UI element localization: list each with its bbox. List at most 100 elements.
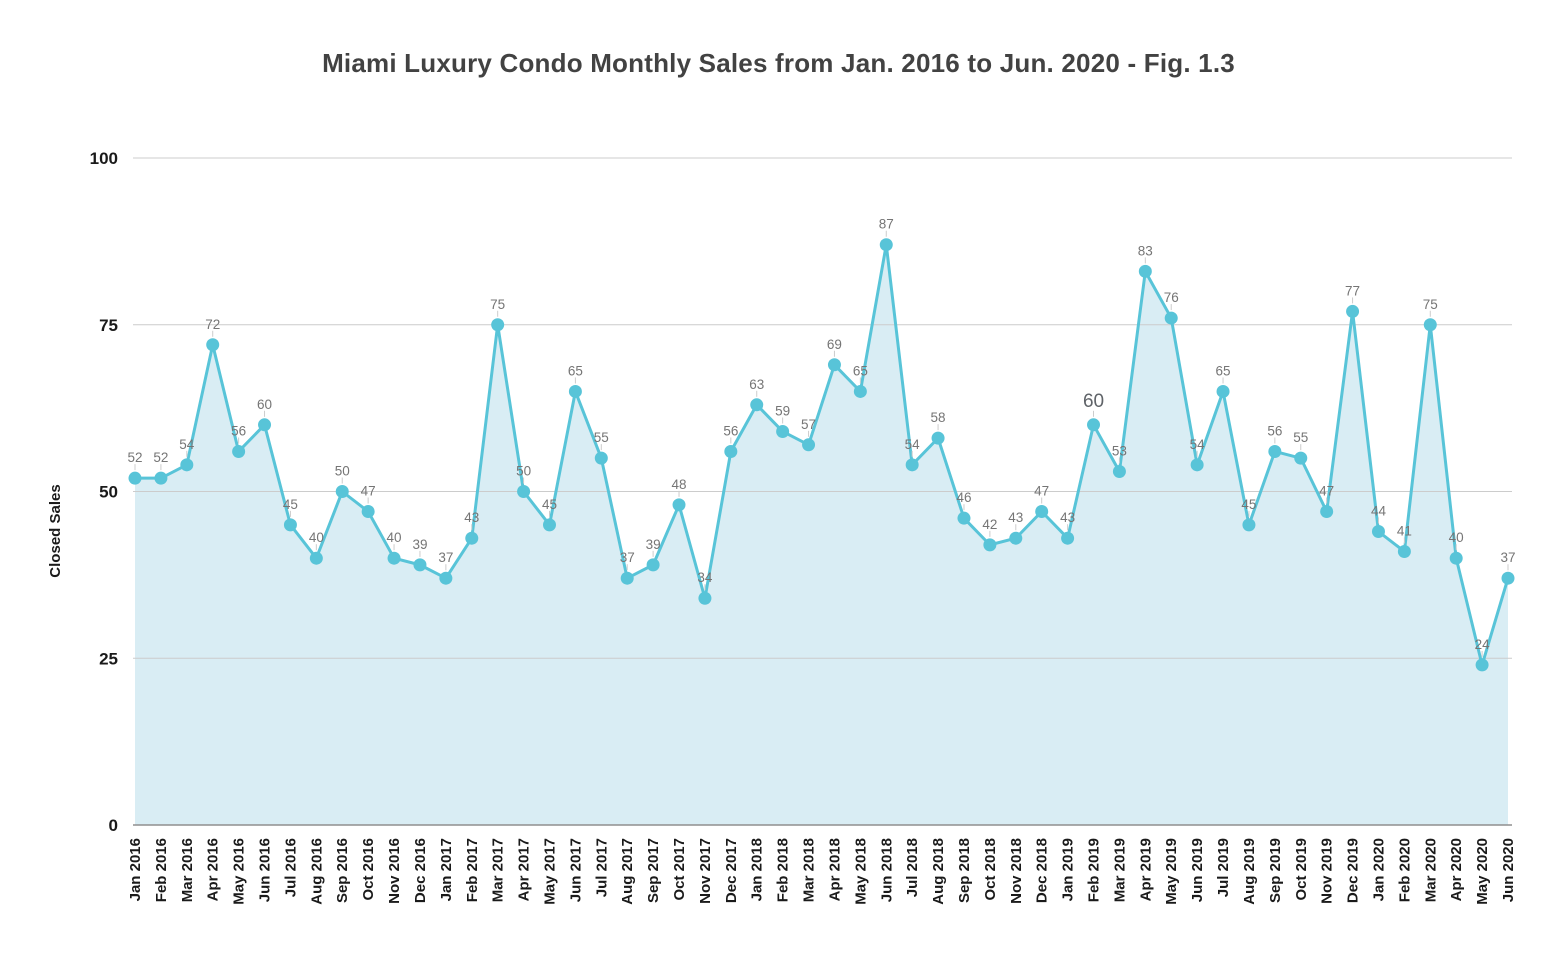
data-point-marker[interactable] bbox=[1242, 518, 1256, 532]
data-point-marker[interactable] bbox=[957, 511, 971, 525]
data-point-marker[interactable] bbox=[413, 558, 427, 572]
data-point-marker[interactable] bbox=[594, 451, 608, 465]
x-tick-label: Aug 2019 bbox=[1241, 838, 1258, 905]
data-point-marker[interactable] bbox=[1112, 464, 1126, 478]
data-point-marker[interactable] bbox=[802, 438, 816, 452]
data-point-marker[interactable] bbox=[387, 551, 401, 565]
data-point-marker[interactable] bbox=[750, 398, 764, 412]
x-tick-label: Jul 2017 bbox=[593, 838, 610, 897]
data-point-marker[interactable] bbox=[309, 551, 323, 565]
x-tick-label: May 2019 bbox=[1163, 838, 1180, 905]
x-tick-label: Dec 2019 bbox=[1345, 838, 1362, 903]
data-point-marker[interactable] bbox=[1061, 531, 1075, 545]
data-point-marker[interactable] bbox=[620, 571, 634, 585]
x-tick-label: Apr 2020 bbox=[1448, 838, 1465, 901]
data-point-label: 72 bbox=[205, 317, 220, 332]
data-point-marker[interactable] bbox=[542, 518, 556, 532]
data-point-marker[interactable] bbox=[879, 238, 893, 252]
data-point-marker[interactable] bbox=[698, 591, 712, 605]
data-point-marker[interactable] bbox=[1449, 551, 1463, 565]
data-point-marker[interactable] bbox=[491, 318, 505, 332]
data-point-label: 83 bbox=[1138, 243, 1153, 258]
x-tick-label: Dec 2017 bbox=[723, 838, 740, 903]
data-point-marker[interactable] bbox=[128, 471, 142, 485]
y-tick-label: 50 bbox=[99, 483, 118, 502]
data-point-label: 69 bbox=[827, 337, 842, 352]
data-point-marker[interactable] bbox=[439, 571, 453, 585]
data-point-marker[interactable] bbox=[1294, 451, 1308, 465]
data-point-label: 47 bbox=[1034, 484, 1049, 499]
data-point-marker[interactable] bbox=[258, 418, 272, 432]
data-point-label: 43 bbox=[1008, 510, 1023, 525]
data-point-marker[interactable] bbox=[283, 518, 297, 532]
data-point-marker[interactable] bbox=[335, 485, 349, 498]
data-point-label: 58 bbox=[931, 410, 946, 425]
data-point-marker[interactable] bbox=[180, 458, 194, 472]
data-point-marker[interactable] bbox=[1009, 531, 1023, 545]
data-point-marker[interactable] bbox=[465, 531, 479, 545]
x-tick-label: Apr 2017 bbox=[516, 838, 533, 901]
data-point-marker[interactable] bbox=[1475, 658, 1489, 672]
data-point-label: 63 bbox=[749, 377, 764, 392]
data-point-marker[interactable] bbox=[206, 338, 220, 352]
x-tick-label: Feb 2019 bbox=[1086, 838, 1103, 902]
x-tick-label: Dec 2016 bbox=[412, 838, 429, 903]
data-point-marker[interactable] bbox=[776, 424, 790, 438]
data-point-marker[interactable] bbox=[1138, 264, 1152, 278]
data-point-marker[interactable] bbox=[1371, 525, 1385, 539]
x-tick-label: Feb 2020 bbox=[1396, 838, 1413, 902]
data-point-marker[interactable] bbox=[1087, 418, 1101, 432]
chart-title: Miami Luxury Condo Monthly Sales from Ja… bbox=[322, 48, 1235, 78]
data-point-marker[interactable] bbox=[983, 538, 997, 552]
data-point-marker[interactable] bbox=[1397, 545, 1411, 559]
data-point-marker[interactable] bbox=[1035, 505, 1049, 519]
x-tick-label: Mar 2017 bbox=[490, 838, 507, 902]
data-point-label: 40 bbox=[387, 530, 402, 545]
data-point-label: 53 bbox=[1112, 443, 1127, 458]
data-point-label: 59 bbox=[775, 403, 790, 418]
data-point-label: 56 bbox=[723, 423, 738, 438]
data-point-marker[interactable] bbox=[517, 485, 531, 498]
x-tick-label: May 2016 bbox=[231, 838, 248, 905]
data-point-marker[interactable] bbox=[905, 458, 919, 472]
x-tick-label: Jul 2016 bbox=[282, 838, 299, 897]
data-point-label: 24 bbox=[1475, 637, 1491, 652]
data-point-marker[interactable] bbox=[724, 444, 738, 458]
y-tick-label: 0 bbox=[109, 816, 118, 835]
y-tick-label: 25 bbox=[99, 649, 118, 668]
x-tick-label: Apr 2019 bbox=[1137, 838, 1154, 901]
data-point-marker[interactable] bbox=[568, 384, 582, 398]
data-point-marker[interactable] bbox=[1423, 318, 1437, 332]
x-tick-label: Nov 2017 bbox=[697, 838, 714, 904]
y-tick-label: 75 bbox=[99, 316, 118, 335]
x-tick-label: Jun 2020 bbox=[1500, 838, 1517, 902]
x-tick-label: Apr 2016 bbox=[205, 838, 222, 901]
data-point-label: 43 bbox=[1060, 510, 1075, 525]
data-point-label: 40 bbox=[1449, 530, 1464, 545]
x-tick-label: Apr 2018 bbox=[826, 838, 843, 901]
data-point-label: 39 bbox=[646, 537, 661, 552]
data-point-marker[interactable] bbox=[853, 384, 867, 398]
data-point-label: 37 bbox=[438, 550, 453, 565]
x-tick-label: Mar 2019 bbox=[1111, 838, 1128, 902]
x-tick-label: Oct 2018 bbox=[982, 838, 999, 901]
data-point-marker[interactable] bbox=[646, 558, 660, 572]
x-tick-label: Sep 2019 bbox=[1267, 838, 1284, 903]
x-tick-label: Jan 2016 bbox=[127, 838, 144, 901]
data-point-marker[interactable] bbox=[232, 444, 246, 458]
data-point-label: 54 bbox=[905, 437, 921, 452]
data-point-marker[interactable] bbox=[931, 431, 945, 445]
data-point-marker[interactable] bbox=[1501, 571, 1515, 585]
data-point-marker[interactable] bbox=[154, 471, 168, 485]
data-point-marker[interactable] bbox=[1164, 311, 1178, 325]
data-point-label: 42 bbox=[982, 517, 997, 532]
data-point-marker[interactable] bbox=[1216, 384, 1230, 398]
data-point-marker[interactable] bbox=[1268, 444, 1282, 458]
data-point-marker[interactable] bbox=[827, 358, 841, 372]
data-point-marker[interactable] bbox=[1320, 505, 1334, 519]
data-point-marker[interactable] bbox=[1346, 304, 1360, 318]
data-point-marker[interactable] bbox=[361, 505, 375, 519]
y-axis-title: Closed Sales bbox=[47, 484, 64, 577]
data-point-marker[interactable] bbox=[1190, 458, 1204, 472]
data-point-marker[interactable] bbox=[672, 498, 686, 512]
